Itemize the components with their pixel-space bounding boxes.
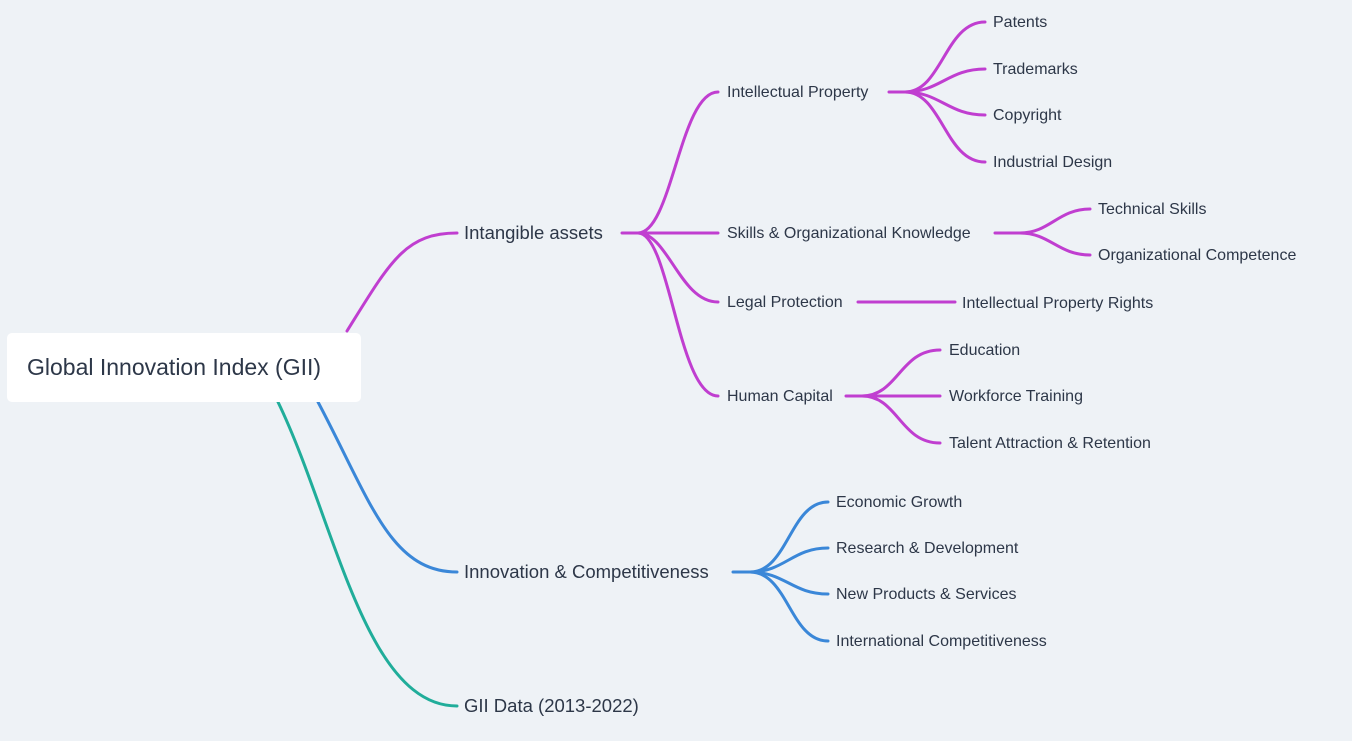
connector <box>316 400 459 574</box>
branch-label[interactable]: Innovation & Competitiveness <box>464 561 709 582</box>
branch-label[interactable]: Intangible assets <box>464 222 603 243</box>
topic-label[interactable]: Human Capital <box>727 388 833 405</box>
connector <box>860 394 942 445</box>
topic-label[interactable]: Legal Protection <box>727 294 843 311</box>
branch-label[interactable]: GII Data (2013-2022) <box>464 695 639 716</box>
topic-label[interactable]: Intellectual Property <box>727 84 868 101</box>
subtopic-label[interactable]: Industrial Design <box>993 154 1112 171</box>
subtopic-label[interactable]: Trademarks <box>993 61 1078 78</box>
subtopic-label[interactable]: Workforce Training <box>949 388 1083 405</box>
topic-label[interactable]: Economic Growth <box>836 494 962 511</box>
topic-label[interactable]: International Competitiveness <box>836 633 1047 650</box>
subtopic-label[interactable]: Organizational Competence <box>1098 247 1296 264</box>
topic-label[interactable]: Skills & Organizational Knowledge <box>727 225 971 242</box>
subtopic-label[interactable]: Technical Skills <box>1098 201 1206 218</box>
subtopic-label[interactable]: Copyright <box>993 107 1062 124</box>
connector <box>276 400 459 708</box>
topic-label[interactable]: Research & Development <box>836 540 1019 557</box>
subtopic-label[interactable]: Education <box>949 342 1020 359</box>
root-node[interactable] <box>7 333 361 402</box>
connector <box>636 231 720 304</box>
connector <box>620 90 720 235</box>
connector <box>748 570 830 643</box>
connector <box>903 90 987 164</box>
subtopic-label[interactable]: Intellectual Property Rights <box>962 295 1153 312</box>
connector <box>345 231 459 333</box>
connector <box>1018 231 1092 257</box>
root-label[interactable]: Global Innovation Index (GII) <box>27 354 321 380</box>
subtopic-label[interactable]: Patents <box>993 14 1047 31</box>
subtopic-label[interactable]: Talent Attraction & Retention <box>949 435 1151 452</box>
connector <box>636 231 720 398</box>
topic-label[interactable]: New Products & Services <box>836 586 1017 603</box>
